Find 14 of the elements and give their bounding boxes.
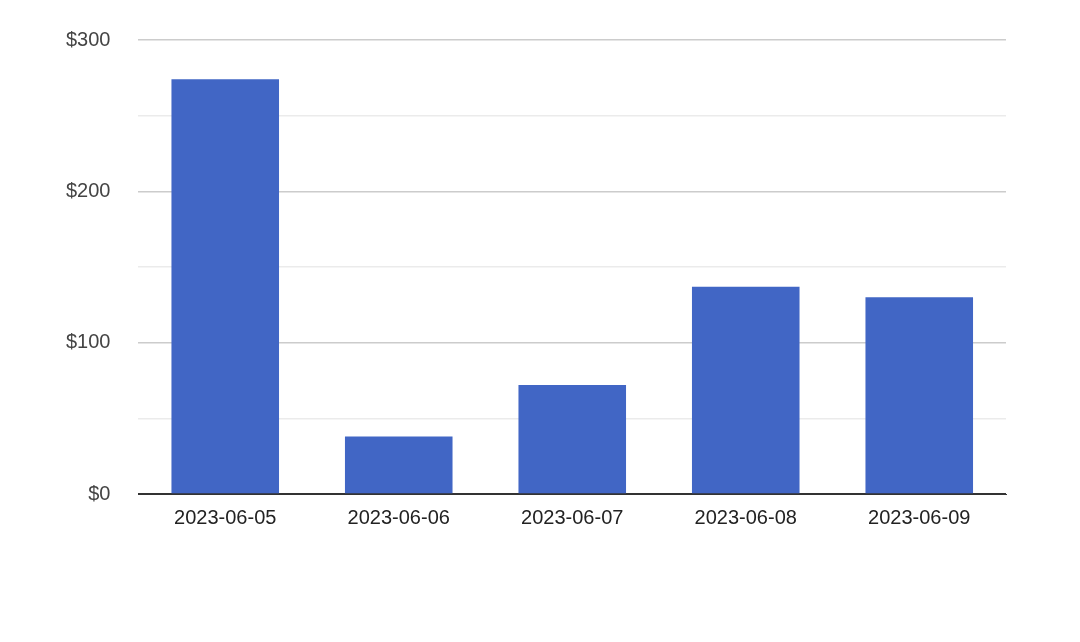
y-tick-label: $100 [65, 330, 111, 353]
x-tick-label: 2023-06-05 [174, 505, 277, 528]
y-tick-label: $200 [65, 178, 111, 201]
bar [518, 385, 627, 494]
bar [344, 436, 453, 494]
x-tick-label: 2023-06-06 [347, 505, 450, 528]
x-tick-label: 2023-06-09 [868, 505, 971, 528]
y-tick-label: $0 [88, 481, 111, 504]
x-tick-label: 2023-06-07 [521, 505, 624, 528]
bar [171, 79, 280, 494]
x-tick-label: 2023-06-08 [694, 505, 797, 528]
bar [865, 297, 974, 494]
bar [691, 286, 800, 494]
y-tick-label: $300 [65, 27, 111, 50]
